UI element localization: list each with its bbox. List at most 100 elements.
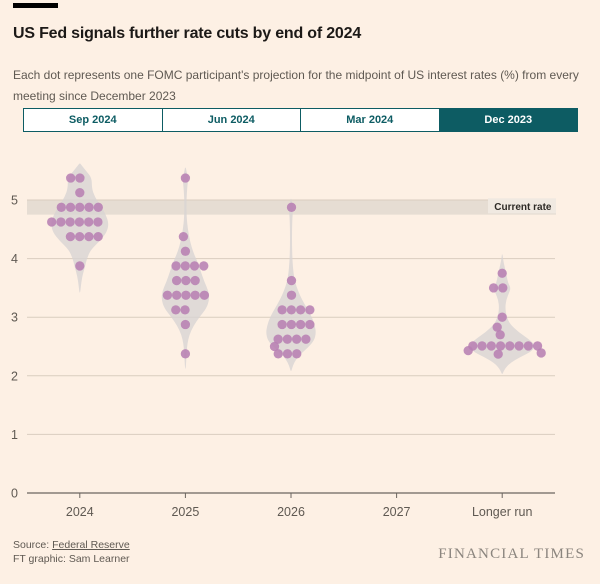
projection-dot [282,349,293,359]
projection-dot [286,305,297,315]
projection-dot [180,261,190,271]
x-label-2025: 2025 [171,505,199,519]
projection-dot [181,290,191,300]
projection-dot [75,202,85,212]
projection-dot [75,231,85,242]
projection-dot [273,349,283,359]
tab-dec-2023[interactable]: Dec 2023 [438,109,577,131]
projection-dot [498,283,508,293]
projection-dot [286,275,297,286]
tab-sep-2024[interactable]: Sep 2024 [68,114,117,126]
source-line: Source: Federal Reserve [13,539,130,551]
y-tick-label-0: 0 [11,487,18,501]
credit-line: FT graphic: Sam Learner [13,553,130,565]
projection-dot [84,202,94,212]
projection-dot [523,341,533,351]
projection-dot [497,312,507,322]
source-link[interactable]: Federal Reserve [52,539,130,551]
source-prefix: Source: [13,539,53,551]
projection-dot [180,305,190,315]
y-tick-label-1: 1 [11,428,18,442]
projection-dot [273,334,283,344]
projection-dot [199,261,209,271]
projection-dot [84,231,94,242]
projection-dot [56,217,66,227]
projection-dot [514,341,524,351]
projection-dot [291,334,302,344]
projection-dot [493,349,503,359]
projection-dot [190,290,200,300]
projection-dot [65,231,76,242]
projection-dot [536,348,546,358]
projection-dot [189,261,200,271]
projection-dot [75,261,85,271]
projection-dot [277,305,287,315]
ft-top-dash [13,3,58,8]
projection-dot [305,319,315,330]
tab-mar-2024[interactable]: Mar 2024 [300,109,439,131]
meeting-tabs: Sep 2024 Jun 2024 Mar 2024 Dec 2023 [23,108,578,132]
projection-dot [93,231,103,242]
projection-dot [75,173,85,183]
x-label-longer-run: Longer run [472,505,533,519]
projection-dot [269,341,280,352]
projection-dot [74,217,85,227]
projection-dot [180,246,191,256]
projection-dot [286,290,297,300]
x-label-2026: 2026 [277,505,305,519]
projection-dot [93,217,103,227]
violin-2024 [51,163,109,293]
projection-dot [486,341,496,351]
projection-dot [492,322,502,332]
projection-dot [190,275,200,286]
projection-dot [65,217,75,227]
projection-dot [56,202,66,212]
projection-dot [47,217,57,227]
projection-dot [277,319,287,330]
projection-dot [75,188,85,198]
projection-dot [65,202,76,212]
financial-times-logo: FINANCIAL TIMES [438,546,585,562]
y-tick-label-2: 2 [11,369,18,383]
projection-dot [295,305,306,315]
y-tick-label-4: 4 [11,252,18,266]
projection-dot [505,341,515,351]
chart-subtitle: Each dot represents one FOMC participant… [13,68,579,103]
projection-dot [172,290,182,300]
projection-dot [162,290,173,300]
projection-dot [463,345,473,356]
projection-dot [171,261,181,271]
projection-dot [199,290,210,300]
projection-dot [301,334,311,344]
x-label-2027: 2027 [383,505,411,519]
projection-dot [172,275,182,286]
projection-dot [181,275,191,286]
projection-dot [495,330,505,340]
projection-dot [178,231,189,242]
projection-dot [282,334,293,344]
page-title: US Fed signals further rate cuts by end … [13,24,362,42]
projection-dot [84,217,94,227]
projection-dot [286,202,297,212]
projection-dot [286,319,297,330]
projection-dot [532,341,543,351]
projection-dot [495,341,506,351]
projection-dot [497,268,507,278]
projection-dot [477,341,487,351]
y-tick-label-5: 5 [11,194,18,208]
current-rate-label-bg [488,198,556,214]
projection-dot [292,349,302,359]
projection-dot [488,283,499,293]
projection-dot [171,305,181,315]
projection-dot [93,202,103,212]
current-rate-label: Current rate [494,202,552,213]
projection-dot [180,349,191,359]
projection-dot [66,173,76,183]
projection-dot [305,305,315,315]
x-label-2024: 2024 [66,505,94,519]
projection-dot [180,319,191,330]
y-tick-label-3: 3 [11,311,18,325]
projection-dot [180,173,191,183]
tab-jun-2024[interactable]: Jun 2024 [161,109,301,131]
